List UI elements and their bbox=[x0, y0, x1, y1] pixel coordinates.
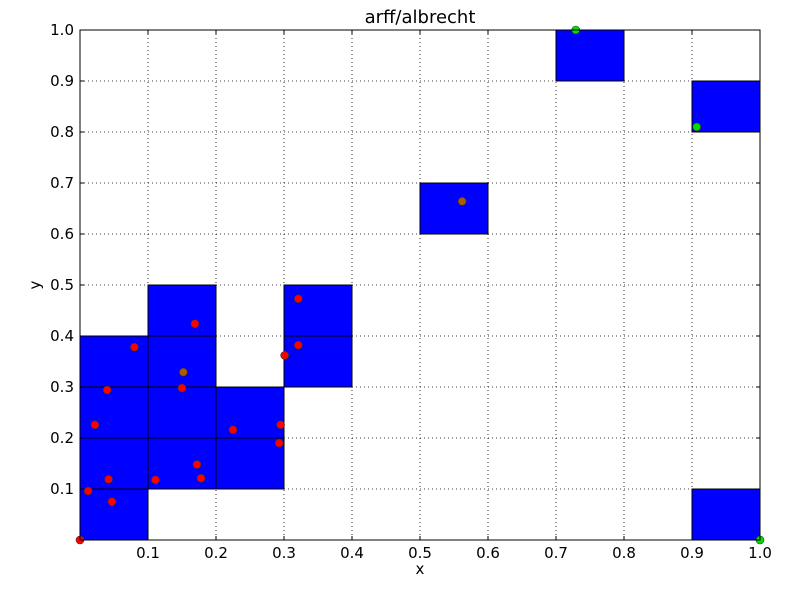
cell-rectangles bbox=[79, 29, 761, 541]
y-tick-label: 0.9 bbox=[50, 72, 74, 90]
x-tick-label: 0.8 bbox=[612, 544, 636, 562]
data-point bbox=[228, 425, 238, 435]
x-axis-label: x bbox=[416, 560, 425, 578]
data-point bbox=[457, 197, 467, 206]
y-tick-label: 0.8 bbox=[50, 123, 74, 141]
y-tick-label: 0.7 bbox=[50, 174, 74, 192]
y-tick-label: 0.3 bbox=[50, 378, 74, 396]
data-point bbox=[130, 342, 139, 352]
cell-rect bbox=[555, 29, 625, 82]
cell-rect bbox=[215, 386, 285, 439]
data-point bbox=[151, 475, 160, 485]
x-tick-label: 0.5 bbox=[408, 544, 432, 562]
cell-rect bbox=[147, 335, 217, 388]
cell-rect bbox=[147, 284, 217, 337]
y-tick-labels: 0.1 0.2 0.3 0.4 0.5 0.6 0.7 0.8 0.9 1.0 bbox=[50, 21, 74, 498]
cell-rect bbox=[283, 335, 353, 388]
data-point bbox=[280, 351, 289, 360]
y-axis-label: y bbox=[26, 280, 44, 289]
cell-rect bbox=[147, 386, 217, 439]
data-point bbox=[83, 486, 93, 496]
cell-rect bbox=[79, 488, 149, 541]
axis-ticks bbox=[80, 29, 761, 540]
x-tick-label: 0.7 bbox=[544, 544, 568, 562]
x-tick-label: 1.0 bbox=[748, 544, 772, 562]
data-point bbox=[293, 294, 303, 304]
data-point bbox=[192, 460, 202, 469]
x-tick-label: 0.4 bbox=[340, 544, 364, 562]
x-tick-label: 0.9 bbox=[680, 544, 704, 562]
data-point bbox=[102, 385, 112, 395]
chart-title: arff/albrecht bbox=[365, 7, 476, 28]
x-tick-label: 0.1 bbox=[136, 544, 160, 562]
data-point bbox=[276, 420, 285, 430]
y-tick-label: 0.5 bbox=[50, 276, 74, 294]
y-tick-label: 0.1 bbox=[50, 480, 74, 498]
data-point bbox=[196, 473, 206, 483]
x-tick-label: 0.2 bbox=[204, 544, 228, 562]
cell-rect bbox=[79, 335, 149, 388]
data-point bbox=[190, 319, 200, 329]
cell-rect bbox=[691, 488, 761, 541]
y-tick-label: 0.2 bbox=[50, 429, 74, 447]
x-tick-label: 0.3 bbox=[272, 544, 296, 562]
cell-rect bbox=[419, 182, 489, 235]
x-tick-labels: 0.1 0.2 0.3 0.4 0.5 0.6 0.7 0.8 0.9 1.0 bbox=[136, 544, 772, 562]
x-tick-label: 0.6 bbox=[476, 544, 500, 562]
data-point bbox=[692, 122, 702, 132]
y-tick-label: 1.0 bbox=[50, 21, 74, 39]
data-point bbox=[177, 383, 187, 393]
data-point bbox=[179, 367, 188, 377]
data-point bbox=[274, 438, 284, 448]
y-tick-label: 0.4 bbox=[50, 327, 74, 345]
cell-rect bbox=[79, 437, 149, 490]
cell-rect bbox=[691, 80, 761, 133]
y-tick-label: 0.6 bbox=[50, 225, 74, 243]
data-point bbox=[104, 475, 113, 484]
cell-rect bbox=[79, 386, 149, 439]
data-point bbox=[107, 497, 117, 507]
cell-rect bbox=[215, 437, 285, 490]
data-point bbox=[293, 340, 303, 350]
data-point bbox=[90, 420, 100, 430]
cell-rect bbox=[283, 284, 353, 337]
